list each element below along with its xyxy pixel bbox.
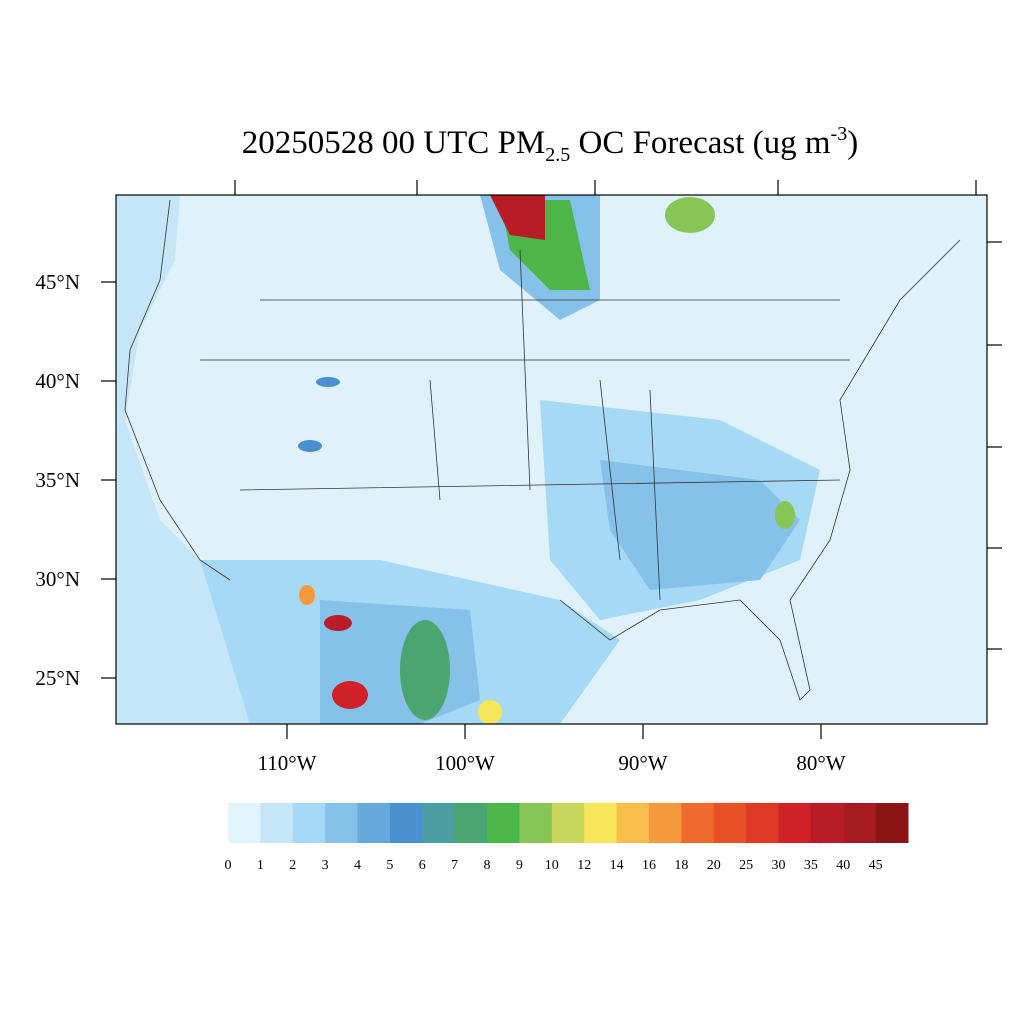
colorbar-label: 9 — [516, 858, 523, 873]
mexico-fire — [332, 681, 368, 709]
idaho-fire — [316, 377, 340, 387]
boundaries — [124, 199, 961, 701]
colorbar-swatch — [713, 803, 747, 843]
mexico-fire — [324, 615, 352, 631]
colorbar-swatch — [357, 803, 391, 843]
colorbar-swatch — [228, 803, 261, 843]
colorbar-swatch — [487, 803, 520, 843]
colorbar-label: 40 — [836, 858, 850, 873]
colorbar-label: 25 — [739, 858, 753, 873]
colorbar-label: 2 — [289, 858, 296, 873]
colorbar-swatch — [325, 803, 359, 843]
colorbar-label: 8 — [484, 858, 491, 873]
title-middle: OC Forecast (ug m — [570, 125, 831, 161]
frame-ticks — [234, 180, 1002, 650]
colorbar-swatch — [648, 803, 682, 843]
colorbar-label: 7 — [451, 858, 458, 873]
colorbar-swatch — [746, 803, 779, 843]
lat-tick-label: 40°N — [35, 369, 80, 393]
title-sup: -3 — [831, 123, 848, 145]
colorbar-label: 3 — [322, 858, 329, 873]
colorbar-swatch — [389, 803, 423, 843]
lon-tick-label: 80°W — [796, 751, 845, 775]
southeast-core — [600, 460, 800, 590]
colorbar-label: 18 — [674, 858, 688, 873]
colorbar-swatch — [810, 803, 844, 843]
colorbar-label: 14 — [610, 858, 624, 873]
colorbar-label: 10 — [545, 858, 559, 873]
colorbar-label: 30 — [771, 858, 785, 873]
colorbar-swatch — [843, 803, 877, 843]
colorbar-swatch — [616, 803, 650, 843]
colorbar-label: 20 — [707, 858, 721, 873]
colorbar-label: 5 — [386, 858, 393, 873]
lat-tick-label: 45°N — [35, 270, 80, 294]
title-end: ) — [847, 125, 858, 161]
colorbar-swatch — [551, 803, 585, 843]
lon-tick-label: 100°W — [435, 751, 495, 775]
colorbar-swatch — [778, 803, 812, 843]
smoke-core — [490, 195, 545, 240]
carolina-field — [775, 501, 795, 529]
colorbar-swatch — [875, 803, 909, 843]
colorbar-label: 45 — [869, 858, 883, 873]
utah-fire — [298, 440, 322, 452]
pacific-field — [116, 195, 300, 724]
lat-tick-label: 25°N — [35, 666, 80, 690]
colorbar-swatch — [681, 803, 715, 843]
colorbar-label: 35 — [804, 858, 818, 873]
map-field — [116, 195, 987, 724]
colorbar-swatch — [519, 803, 553, 843]
colorbar-label: 0 — [225, 858, 232, 873]
colorbar-label: 1 — [257, 858, 264, 873]
lon-tick-label: 110°W — [258, 751, 317, 775]
map-frame — [115, 194, 988, 725]
title-sub: 2.5 — [545, 144, 570, 166]
colorbar-swatch — [454, 803, 488, 843]
canada-plume — [665, 197, 715, 233]
lat-tick-label: 30°N — [35, 567, 80, 591]
colorbar-swatch — [260, 803, 294, 843]
colorbar-swatch — [584, 803, 618, 843]
colorbar-label: 12 — [577, 858, 591, 873]
colorbar-swatch — [292, 803, 326, 843]
lat-tick-label: 35°N — [35, 468, 80, 492]
title: 20250528 00 UTC PM2.5 OC Forecast (ug m-… — [242, 123, 858, 166]
title-main: 20250528 00 UTC PM — [242, 125, 545, 161]
colorbar-label: 6 — [419, 858, 426, 873]
fire — [299, 585, 315, 605]
mexico-plume — [400, 620, 450, 720]
lon-tick-label: 90°W — [618, 751, 667, 775]
colorbar-label: 4 — [354, 858, 361, 873]
colorbar-swatch — [422, 803, 456, 843]
fire — [478, 700, 502, 724]
colorbar-label: 16 — [642, 858, 656, 873]
